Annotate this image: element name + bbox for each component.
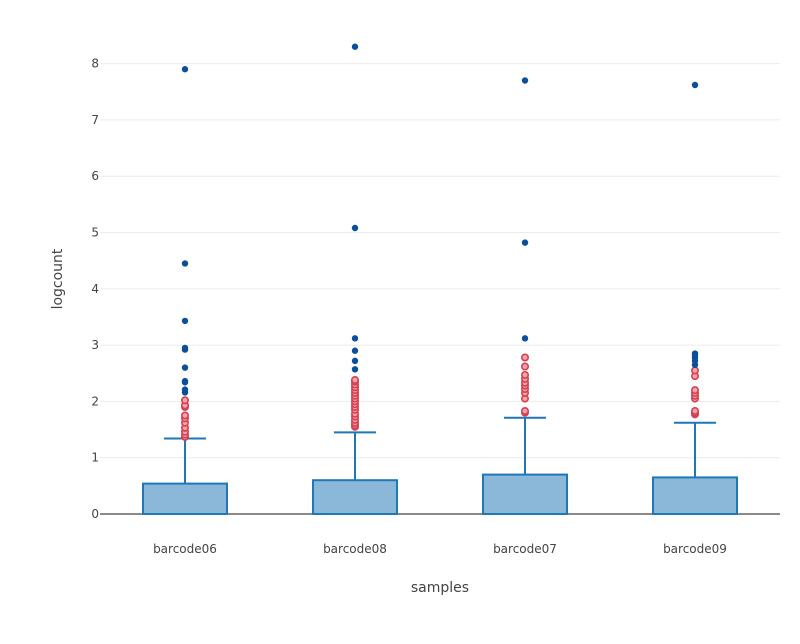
box-barcode09 — [652, 421, 738, 515]
y-tick-label: 7 — [91, 113, 99, 127]
x-tick-label: barcode07 — [493, 542, 557, 556]
box-body — [142, 482, 228, 515]
grid-layer — [100, 63, 780, 459]
suspected-outlier-point — [350, 376, 359, 385]
outlier-point — [351, 366, 359, 373]
box-barcode08 — [312, 431, 398, 515]
suspected-outlier-point — [520, 362, 529, 371]
x-axis-title: samples — [411, 580, 469, 596]
suspected-outlier-point — [690, 386, 699, 395]
box-layer — [142, 416, 738, 515]
suspected-outlier-point — [520, 370, 529, 379]
box-body — [482, 473, 568, 515]
outlier-point — [181, 377, 189, 385]
x-tick-label: barcode06 — [153, 542, 217, 556]
box-body — [652, 476, 738, 515]
outlier-point — [351, 43, 359, 50]
suspected-outlier-point — [181, 411, 190, 420]
y-tick-label: 5 — [91, 226, 99, 240]
outlier-point — [181, 260, 189, 267]
suspected-outlier-point — [520, 353, 529, 362]
y-tick-label: 8 — [91, 57, 99, 71]
point-layer — [181, 43, 699, 441]
outlier-point — [181, 344, 189, 352]
y-tick-label: 1 — [91, 451, 99, 465]
y-tick-label: 4 — [91, 282, 99, 296]
y-tick-label: 2 — [91, 394, 99, 408]
outlier-point — [521, 335, 529, 342]
outlier-point — [181, 66, 189, 73]
suspected-outlier-point — [181, 396, 190, 405]
outlier-point — [691, 350, 699, 357]
box-barcode06 — [142, 437, 228, 515]
outlier-point — [351, 335, 359, 342]
suspected-outlier-point — [690, 366, 699, 375]
outlier-point — [351, 357, 359, 365]
y-axis-title: logcount — [50, 248, 66, 309]
outlier-point — [181, 386, 189, 393]
outlier-point — [351, 224, 359, 232]
outlier-point — [521, 239, 529, 246]
outlier-point — [181, 317, 189, 325]
outlier-point — [521, 77, 529, 84]
x-tick-label: barcode08 — [323, 542, 387, 556]
x-tick-label: barcode09 — [663, 542, 727, 556]
outlier-point — [181, 364, 189, 371]
suspected-outlier-point — [520, 406, 529, 415]
outlier-point — [351, 347, 359, 354]
suspected-outlier-point — [690, 406, 699, 415]
box-barcode07 — [482, 416, 568, 515]
y-tick-label: 3 — [91, 338, 99, 352]
box-body — [312, 479, 398, 515]
y-tick-label: 6 — [91, 169, 99, 183]
outlier-point — [691, 81, 699, 89]
y-tick-label: 0 — [91, 507, 99, 521]
